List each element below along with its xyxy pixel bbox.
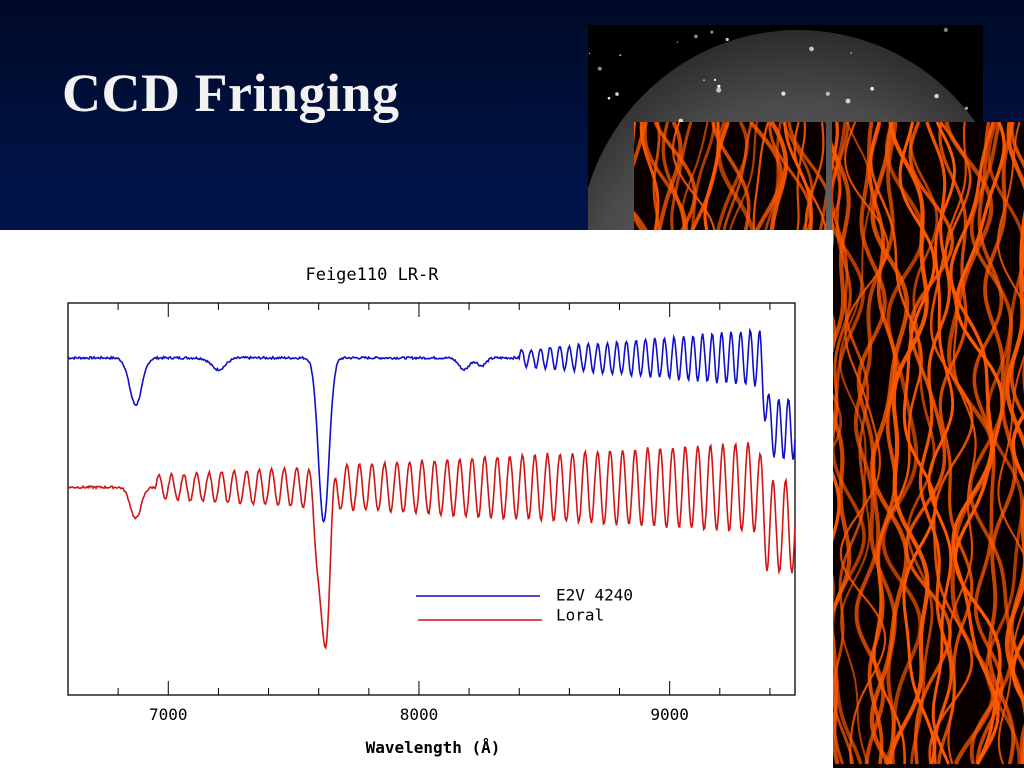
x-tick-labels: 7000 8000 9000 xyxy=(149,705,689,724)
star-point xyxy=(676,41,679,43)
fringe-band xyxy=(928,122,974,765)
star-point xyxy=(870,86,874,91)
fringe-band xyxy=(927,122,956,765)
star-point xyxy=(607,96,611,100)
slide-title: CCD Fringing xyxy=(62,63,400,123)
x-axis-label: Wavelength (Å) xyxy=(366,738,501,757)
spectrum-plot-panel: Feige110 LR-R 7000 8000 9000 E2V 4240 Lora… xyxy=(0,230,833,768)
legend-label-loral: Loral xyxy=(556,606,604,625)
star-point xyxy=(619,54,622,57)
star-point xyxy=(588,52,591,55)
star-point xyxy=(717,84,721,88)
fringe-band xyxy=(944,122,977,765)
fringe-band xyxy=(984,122,1024,765)
legend: E2V 4240 Loral xyxy=(416,586,633,625)
axis-ticks xyxy=(117,303,771,695)
spectrum-chart: Feige110 LR-R 7000 8000 9000 E2V 4240 Lora… xyxy=(67,265,796,757)
star-point xyxy=(964,106,968,110)
fringe-band xyxy=(832,141,852,765)
star-point xyxy=(809,46,814,52)
star-point xyxy=(845,98,851,104)
x-tick-label: 8000 xyxy=(400,705,439,724)
star-point xyxy=(710,30,714,34)
fringe-band xyxy=(906,122,939,765)
fringe-band xyxy=(1004,122,1024,765)
series-line-loral xyxy=(67,441,796,650)
star-point xyxy=(825,91,830,96)
fringe-map-right xyxy=(832,122,1024,768)
series-line-e2v-4240 xyxy=(67,327,796,524)
fringe-band xyxy=(898,122,937,765)
fringe-band xyxy=(996,122,1024,765)
star-point xyxy=(703,79,705,82)
star-point xyxy=(781,91,786,96)
fringe-band xyxy=(1009,122,1024,671)
star-point xyxy=(615,92,619,96)
star-point xyxy=(850,52,852,54)
x-tick-label: 7000 xyxy=(149,705,188,724)
fringe-band xyxy=(869,122,910,766)
star-point xyxy=(716,87,722,93)
x-tick-label: 9000 xyxy=(650,705,689,724)
fringe-band xyxy=(1011,209,1024,705)
star-point xyxy=(597,66,602,71)
fringe-band xyxy=(867,122,898,765)
star-point xyxy=(694,34,698,39)
fringe-band xyxy=(972,122,1004,765)
legend-label-e2v-4240: E2V 4240 xyxy=(556,586,633,605)
star-point xyxy=(713,78,717,81)
fringe-band xyxy=(838,122,873,765)
star-point xyxy=(934,93,939,99)
star-point xyxy=(943,27,948,32)
plot-frame xyxy=(67,302,796,696)
chart-title: Feige110 LR-R xyxy=(305,265,439,285)
star-point xyxy=(725,37,729,42)
fringe-band xyxy=(918,122,953,765)
